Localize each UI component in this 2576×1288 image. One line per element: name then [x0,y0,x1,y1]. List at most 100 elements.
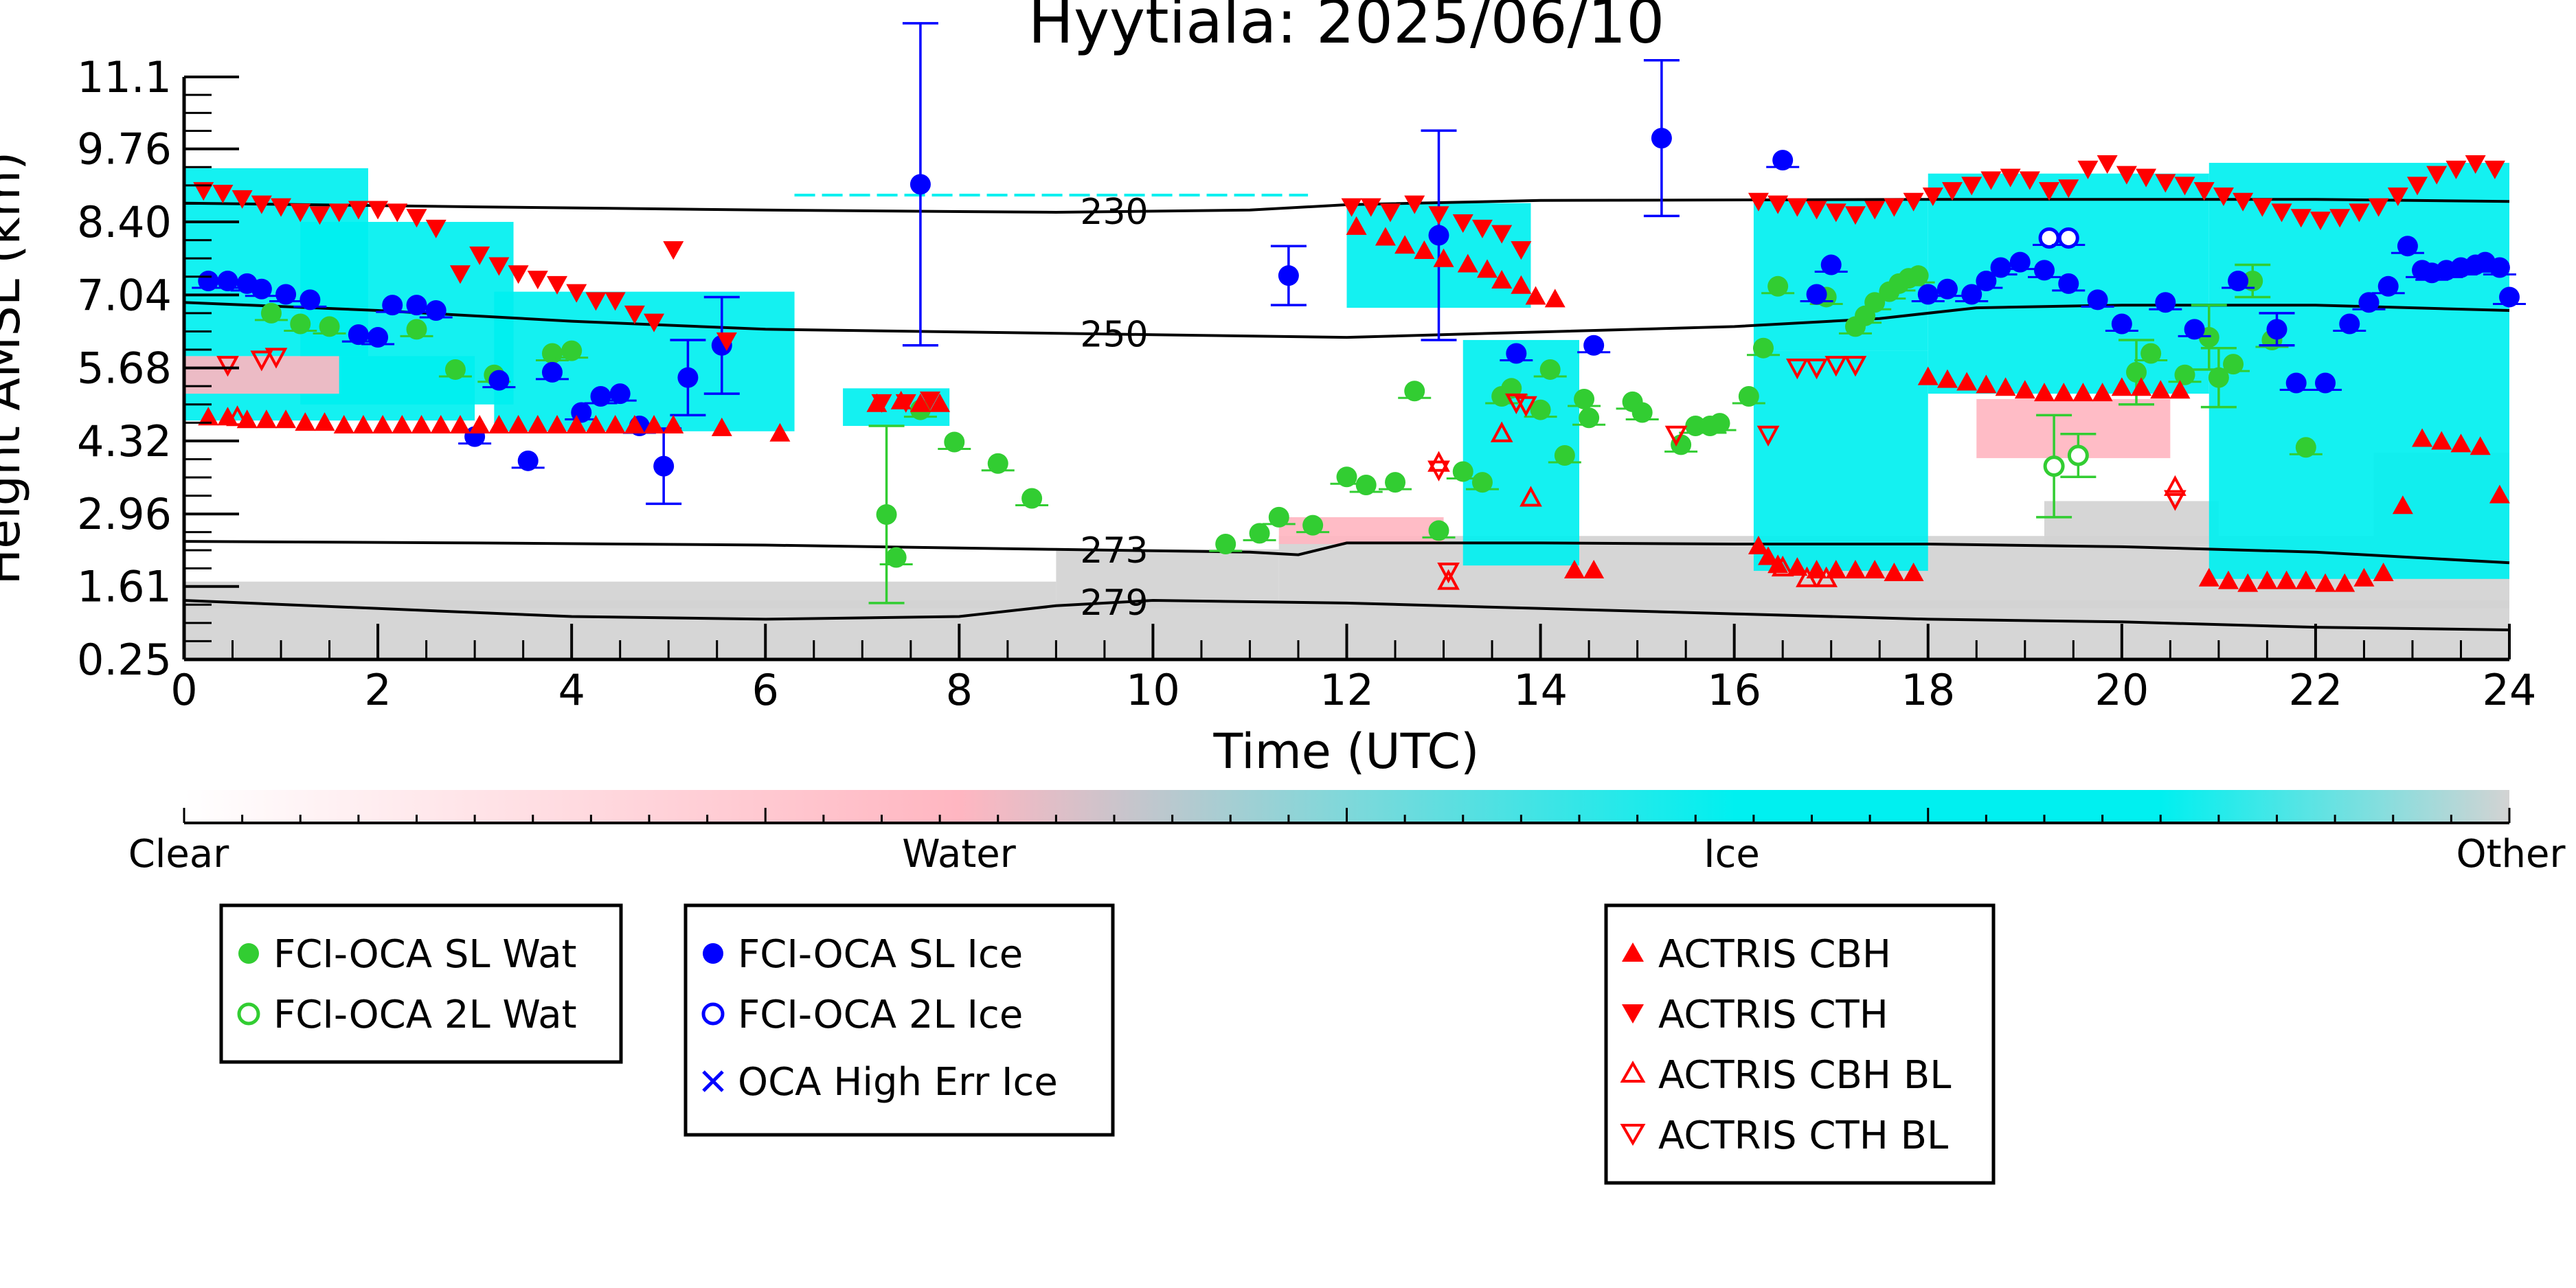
bg-other-mid [1056,549,1279,609]
data-point [212,185,234,204]
data-point [1471,472,1493,493]
data-point [425,219,447,238]
data-point [2213,187,2234,206]
data-point [328,203,350,223]
data-point [1428,225,1449,246]
data-point [2266,319,2287,340]
data-point [508,415,529,434]
data-point [488,415,510,434]
data-point [1990,257,2011,278]
data-point [2198,567,2219,587]
data-point [314,412,335,431]
data-point [663,241,684,260]
data-point [2072,383,2094,402]
data-point [663,415,684,434]
data-point [1477,259,1498,278]
data-point [2499,286,2520,308]
data-point [1756,425,1780,447]
data-point [1579,407,1600,429]
series-actris-cth-bl [216,348,2187,584]
data-point [1471,219,1493,238]
data-point [1491,225,1513,244]
data-point [2058,179,2079,199]
data-point [1806,284,1827,305]
data-point [987,453,1008,474]
data-point [2315,372,2336,394]
data-point [2174,177,2195,196]
x-axis-label: Time (UTC) [1213,723,1480,780]
legend-marker-sl-ice [703,943,723,964]
x-tick-label: 8 [946,665,973,715]
data-point [309,206,330,225]
legend-label-sl-ice: FCI-OCA SL Ice [738,932,1023,977]
data-point [2217,570,2239,589]
data-point [2116,166,2137,185]
data-point [1785,359,1809,380]
data-point [2150,380,2171,399]
data-point [1631,402,1653,423]
legend-marker-cbh [1622,942,1644,962]
data-point [264,348,288,369]
data-point [1917,366,1939,385]
data-point [1820,254,1842,275]
data-point [527,271,548,290]
data-point [624,415,645,434]
data-point [2058,273,2079,294]
legend-label-2l-wat: FCI-OCA 2L Wat [273,993,577,1037]
data-point [1961,284,1982,305]
data-point [198,407,219,426]
data-point [333,415,354,434]
data-point [275,284,297,305]
legend-label-cbh: ACTRIS CBH [1658,932,1891,977]
data-point [1917,284,1939,305]
legend-marker-high-err-ice [702,1070,724,1092]
data-point [430,415,451,434]
data-point [547,275,568,295]
data-point [1501,378,1522,399]
data-point [2489,257,2510,278]
y-tick-label: 1.61 [77,562,172,612]
data-point [1021,488,1043,509]
data-point [2233,192,2254,212]
data-point [275,409,297,429]
isotherm-273 [185,540,2510,565]
data-point [1815,566,1838,587]
legend-marker-2l-wat [237,1002,260,1026]
y-tick-label: 2.96 [77,489,172,539]
data-point [1302,515,1324,536]
data-point [2014,380,2035,399]
data-point [2242,270,2263,291]
data-point [2450,433,2472,453]
data-point [1903,562,1924,581]
data-point [1583,560,1605,579]
data-point [2164,475,2187,496]
data-point [1908,265,1929,286]
data-point [517,450,539,471]
data-point [2184,319,2205,340]
data-point [1414,240,1435,260]
data-point [2290,209,2312,228]
data-point [2397,236,2418,257]
data-point [1748,535,1769,554]
data-point [1806,560,1827,579]
data-point [711,417,732,436]
data-point [929,393,951,412]
x-tick-label: 12 [1320,665,1374,715]
data-point [909,174,931,195]
isotherm-279 [185,598,2510,631]
data-point [406,319,427,340]
data-point [1336,466,1357,488]
isotherm-label-230: 230 [1080,192,1148,233]
data-point [372,415,394,434]
data-point [1956,372,1978,391]
data-point [1437,563,1460,584]
data-point [1215,533,1236,554]
chart-title: Hyytiala: 2025/06/10 [1028,0,1664,57]
data-point [1404,381,1425,402]
x-tick-label: 16 [1707,665,1761,715]
data-point [2164,490,2187,511]
data-point [1394,235,1416,254]
data-point [1864,201,1886,220]
data-point [566,284,587,303]
